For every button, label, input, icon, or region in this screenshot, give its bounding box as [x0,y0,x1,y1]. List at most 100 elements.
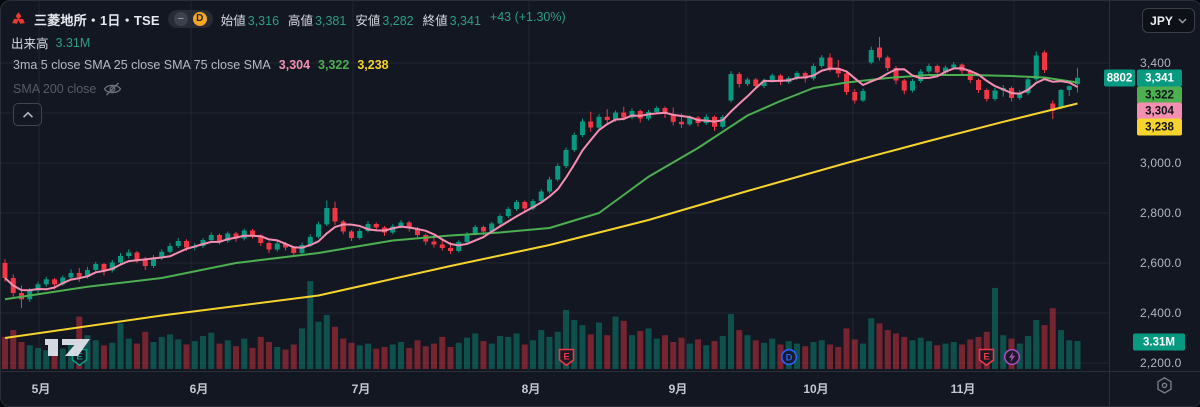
ohlc-readout: 始値 3,316 高値 3,381 安値 3,282 終値 3,341 +43 (+1.… [221,10,566,29]
candle-body [43,279,49,285]
symbol-title[interactable]: 三菱地所・1日・TSE [34,12,160,28]
volume-bar [818,340,825,369]
svg-text:E: E [76,352,82,363]
month-label-5月[interactable]: 5月 [31,382,51,396]
volume-label[interactable]: 出来高 [11,37,49,51]
tradingview-logo-icon[interactable] [45,337,91,364]
candle-body [167,246,173,252]
high-value: 3,381 [315,13,347,28]
candle-body [621,112,627,118]
candle-body [1042,52,1047,70]
candle-body [390,226,396,233]
open-value: 3,316 [247,13,280,28]
candle-body [2,263,8,278]
month-label-9月[interactable]: 9月 [668,382,688,396]
candle-body [514,202,519,209]
earnings-marker-august[interactable]: E [558,348,575,372]
candle-body [184,241,189,248]
volume-bar [521,344,528,369]
candle-body [670,114,676,122]
candle-body [126,252,132,256]
sma25-line[interactable] [4,74,1078,301]
candle-body [547,179,552,192]
candle-body [934,66,940,73]
candle-body [241,230,247,239]
volume-bar [917,337,924,369]
candle-body [868,50,874,63]
event-marker-bolt[interactable] [1003,348,1021,371]
month-label-8月[interactable]: 8月 [521,382,541,396]
volume-bar [348,342,355,369]
volume-bar [109,342,116,369]
candle-body [225,233,231,241]
low-label: 安値 [355,13,381,28]
axis-settings-icon[interactable] [1155,376,1174,400]
candle-body [489,223,495,232]
candlestick-chart[interactable] [1,1,1109,371]
month-label-11月[interactable]: 11月 [950,382,976,396]
volume-bar [488,343,495,369]
candle-body [629,111,635,118]
currency-toggle-button[interactable]: JPY [1142,8,1195,33]
volume-bar [777,344,784,369]
volume-bar [18,342,25,369]
volume-bar [554,331,561,369]
price-tick-label: 3,000.0 [1140,156,1182,170]
volume-bar [587,334,594,369]
eye-off-icon[interactable] [103,82,122,96]
delayed-data-icon[interactable]: D [192,12,207,26]
sma-indicator-title[interactable]: 3ma 5 close SMA 25 close SMA 75 close SM… [13,58,271,72]
volume-bar [851,339,858,369]
dividend-marker-september[interactable]: D [780,348,798,371]
candle-body [588,121,594,128]
candle-body [357,231,363,238]
candle-body [299,245,305,253]
volume-bar [893,333,899,369]
volume-bar [51,352,58,369]
volume-bar [439,336,446,369]
volume-bar [1058,330,1064,369]
earnings-marker-november[interactable]: E [978,348,995,372]
legend-value: 3,304 [278,58,311,72]
volume-bar [992,287,998,369]
candle-body [217,235,222,241]
candle-body [885,57,891,68]
sma5-line[interactable] [4,67,1078,292]
sma75-line[interactable] [4,102,1078,339]
volume-bar [224,340,231,369]
candle-body [860,91,866,101]
candle-body [992,90,998,99]
candle-body [1050,103,1056,111]
minimize-icon[interactable]: – [173,12,188,26]
candle-body [481,227,486,232]
month-label-6月[interactable]: 6月 [189,382,209,396]
volume-bar [233,346,239,369]
volume-bar [744,335,751,369]
volume-bar [876,323,883,369]
volume-bar [653,338,660,369]
candle-body [687,117,693,125]
candle-body [142,260,148,266]
candle-body [60,277,66,285]
candle-body [819,57,825,66]
price-axis[interactable]: 3,400 3,000.0 2,800.0 2,600.0 2,400.0 2,200.0 [1109,1,1200,406]
candle-body [68,273,74,278]
candle-body [976,80,981,90]
candle-body [439,244,445,248]
data-mode-pill[interactable]: – D [167,10,213,28]
candle-body [415,228,420,235]
month-label-10月[interactable]: 10月 [803,382,829,396]
volume-bar [884,330,891,369]
volume-bar [678,337,685,369]
candle-body [951,64,957,68]
volume-bar [10,330,17,369]
collapse-legend-button[interactable] [13,103,42,126]
volume-bar [538,330,545,369]
time-axis[interactable]: 5月 6月 7月 8月 9月 10月 11月 [1,371,1200,406]
volume-bar [1025,336,1031,369]
month-label-7月[interactable]: 7月 [351,382,371,396]
volume-bar [695,339,701,369]
volume-bar [827,344,833,369]
sma200-indicator-title[interactable]: SMA 200 close [13,82,97,96]
volume-bar [59,348,66,369]
